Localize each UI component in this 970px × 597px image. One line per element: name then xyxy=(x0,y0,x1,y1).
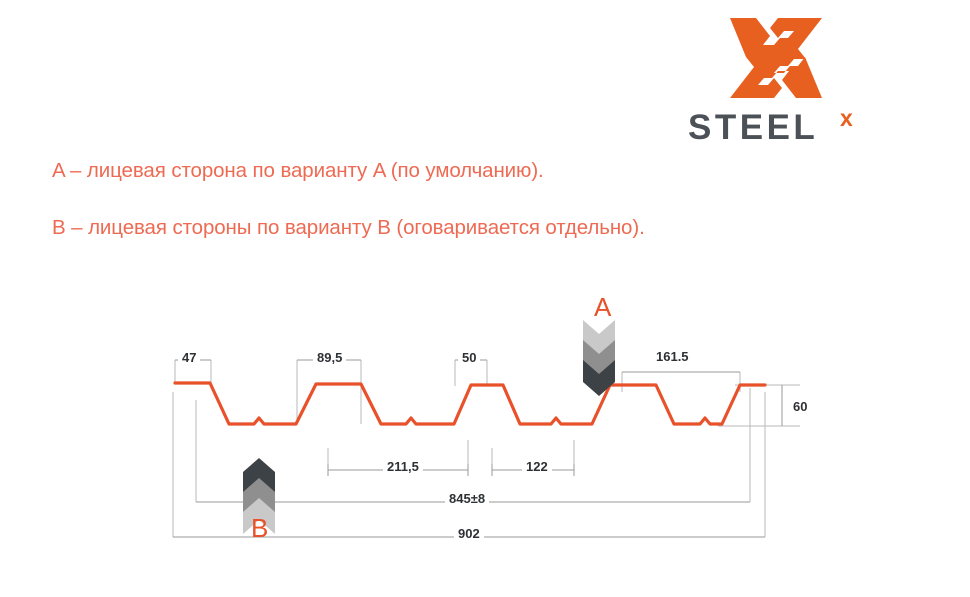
dimension-label-89-5: 89,5 xyxy=(313,350,347,366)
dimension-label-122: 122 xyxy=(522,459,552,475)
extension-lines xyxy=(172,360,800,537)
dimension-label-50: 50 xyxy=(458,350,481,366)
marker-a-label: A xyxy=(594,292,612,322)
wordmark-steel-text: STEEL xyxy=(688,108,819,147)
steelx-wordmark: STEEL x xyxy=(688,105,874,148)
wordmark-superscript-x: x xyxy=(840,105,853,131)
dimension-label-902: 902 xyxy=(454,526,484,542)
marker-b-chevrons-icon xyxy=(243,458,275,534)
steelx-logo: STEEL x xyxy=(688,14,874,148)
dimension-label-60: 60 xyxy=(789,399,812,415)
legend-line-variant-a: A – лицевая сторона по варианту A (по ум… xyxy=(52,159,544,182)
marker-a-chevrons-icon xyxy=(583,320,615,396)
steelx-x-mark-icon xyxy=(730,18,822,98)
dimension-label-47: 47 xyxy=(178,350,201,366)
dimension-label-211-5: 211,5 xyxy=(383,459,423,475)
corrugated-profile-path xyxy=(173,381,767,426)
dimension-label-161-5: 161.5 xyxy=(652,349,693,365)
dimension-label-845-plusminus-8: 845±8 xyxy=(445,491,490,507)
legend-line-variant-b: B – лицевая стороны по варианту B (огова… xyxy=(52,216,645,239)
marker-b-label: B xyxy=(251,513,269,543)
